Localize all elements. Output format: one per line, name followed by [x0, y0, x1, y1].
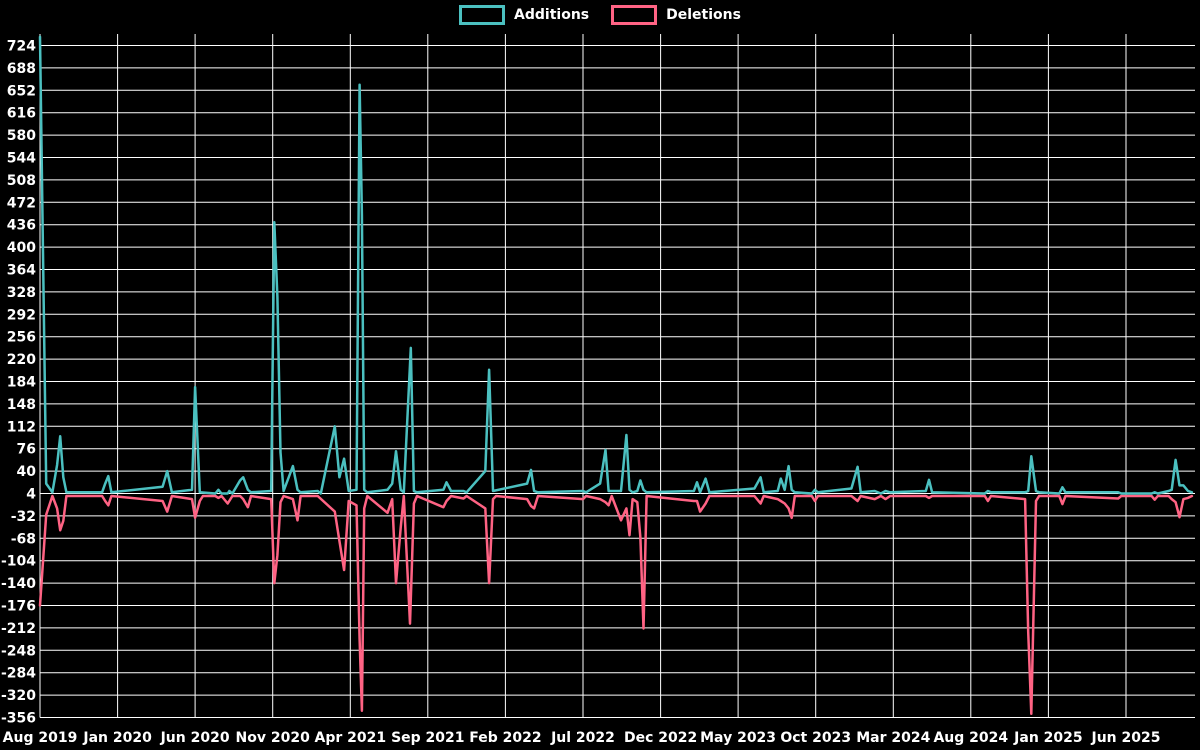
deletions-line: [38, 494, 1194, 716]
x-tick-label: Sep 2021: [391, 730, 464, 746]
x-tick-label: Jul 2022: [550, 730, 615, 746]
x-tick-label: Jan 2020: [82, 730, 152, 746]
y-tick-label: -32: [11, 509, 36, 525]
y-tick-label: 688: [7, 61, 36, 77]
y-tick-label: 220: [7, 352, 36, 368]
y-tick-label: -284: [1, 666, 36, 682]
x-tick-label: Oct 2023: [780, 730, 851, 746]
deletions-swatch-icon: [611, 5, 658, 25]
y-tick-label: 400: [7, 240, 36, 256]
x-tick-label: Mar 2024: [856, 730, 930, 746]
y-tick-label: 148: [7, 397, 36, 413]
legend-item-deletions[interactable]: Deletions: [611, 5, 741, 25]
x-tick-label: Aug 2019: [3, 730, 78, 746]
x-tick-label: Dec 2022: [624, 730, 697, 746]
y-tick-label: 364: [7, 263, 36, 279]
additions-swatch-icon: [459, 5, 506, 25]
x-tick-label: Nov 2020: [236, 730, 311, 746]
y-tick-label: 76: [17, 442, 36, 458]
y-tick-label: -68: [11, 531, 36, 547]
legend-label-deletions: Deletions: [666, 7, 741, 23]
y-tick-label: 40: [17, 464, 37, 480]
x-tick-label: Apr 2021: [314, 730, 386, 746]
y-tick-label: 724: [7, 39, 36, 55]
y-tick-label: -320: [1, 688, 36, 704]
y-tick-label: 112: [7, 419, 36, 435]
y-tick-label: 256: [7, 330, 36, 346]
y-tick-label: -248: [1, 643, 36, 659]
x-tick-label: Jan 2025: [1013, 730, 1082, 746]
x-tick-label: Jun 2020: [160, 730, 230, 746]
y-tick-label: 580: [7, 128, 36, 144]
legend-label-additions: Additions: [514, 7, 590, 23]
y-tick-label: -212: [1, 621, 36, 637]
x-tick-label: May 2023: [700, 730, 776, 746]
x-tick-label: Aug 2024: [933, 730, 1008, 746]
legend-item-additions[interactable]: Additions: [459, 5, 589, 25]
y-tick-label: 184: [7, 375, 36, 391]
chart-legend: Additions Deletions: [0, 5, 1200, 25]
y-tick-label: 292: [7, 307, 36, 323]
y-tick-label: -176: [1, 599, 36, 615]
y-tick-label: 544: [7, 151, 36, 167]
y-tick-label: 4: [26, 487, 36, 503]
x-tick-label: Feb 2022: [469, 730, 541, 746]
y-tick-label: 508: [7, 173, 36, 189]
y-tick-label: -140: [1, 576, 36, 592]
y-tick-label: 436: [7, 218, 36, 234]
additions-line: [38, 35, 1194, 495]
y-tick-label: -104: [1, 554, 36, 570]
y-tick-label: -356: [1, 711, 36, 727]
x-tick-label: Jun 2025: [1091, 730, 1161, 746]
y-tick-label: 328: [7, 285, 36, 301]
y-tick-label: 652: [7, 83, 36, 99]
y-tick-label: 616: [7, 106, 36, 122]
y-tick-label: 472: [7, 195, 36, 211]
